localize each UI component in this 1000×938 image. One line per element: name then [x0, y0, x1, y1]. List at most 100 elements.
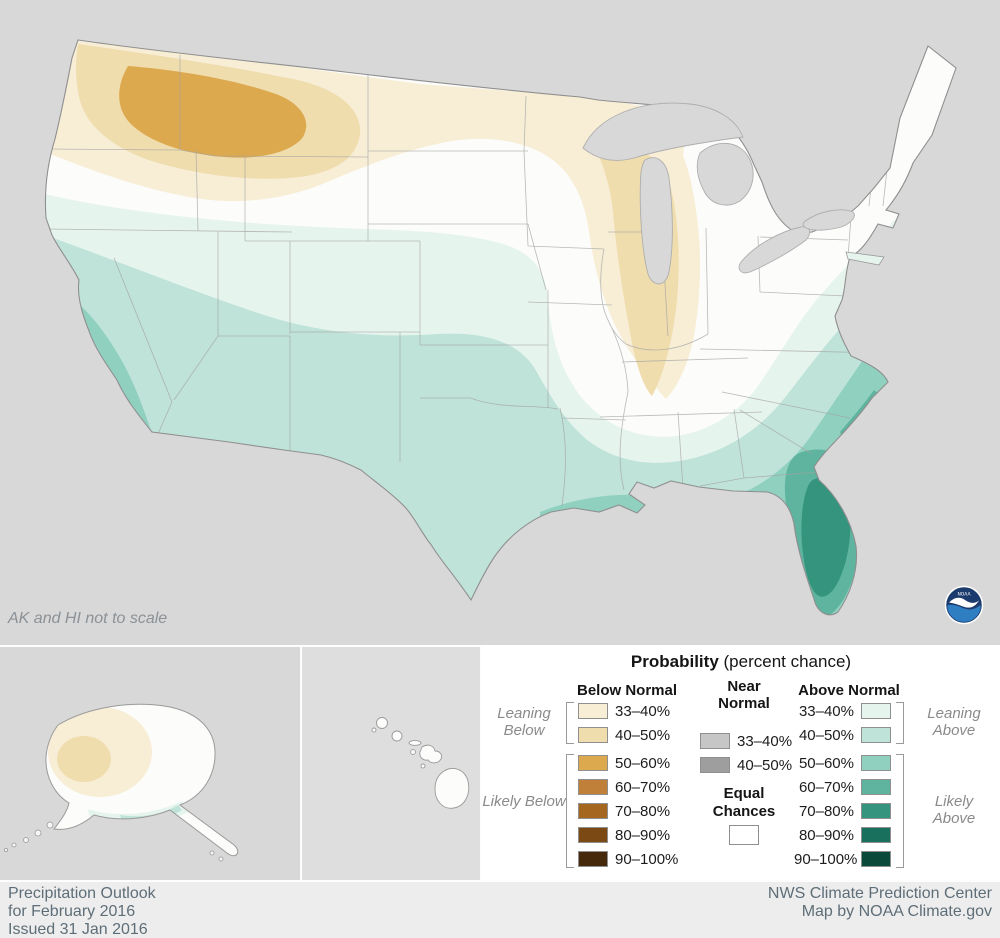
near-normal-header: Near Normal	[718, 678, 770, 712]
below-swatch-70-80	[578, 803, 608, 819]
great-lakes	[582, 102, 855, 285]
below-label-80-90: 80–90%	[615, 826, 671, 844]
below-swatch-90-100	[578, 851, 608, 867]
legend-row: 70–80%	[578, 801, 678, 821]
hawaii-map	[371, 717, 470, 809]
near-swatch-40-50	[700, 757, 730, 773]
footer-credit-2: Map by NOAA Climate.gov	[801, 903, 992, 920]
footer-line-1: Precipitation Outlook	[8, 885, 156, 902]
leaning-above-group: 33–40% 40–50%	[794, 701, 891, 745]
below-swatch-60-70	[578, 779, 608, 795]
footer-credit-1: NWS Climate Prediction Center	[767, 885, 992, 902]
above-label-50-60: 50–60%	[798, 754, 854, 772]
below-swatch-33-40	[578, 703, 608, 719]
legend-row: 50–60%	[794, 753, 891, 773]
footer: Precipitation Outlook for February 2016 …	[0, 880, 1000, 938]
above-normal-column: 33–40% 40–50% 50–60% 60–70% 70	[794, 701, 891, 873]
leaning-below-label: Leaning Below	[497, 705, 551, 739]
island-niihau	[371, 727, 377, 733]
island-molokai	[408, 740, 422, 746]
noaa-logo-text: NOAA	[957, 592, 971, 598]
conus-map-panel: AK and HI not to scale NOAA	[8, 39, 984, 627]
likely-below-group: 50–60% 60–70% 70–80% 80–90% 90–100%	[578, 753, 678, 869]
below-label-90-100: 90–100%	[615, 850, 679, 868]
above-label-80-90: 80–90%	[798, 826, 854, 844]
leaning-above-label: Leaning Above	[927, 705, 981, 739]
equal-chances-swatch	[729, 825, 759, 845]
island-oahu	[391, 730, 403, 742]
noaa-logo-gull	[949, 597, 979, 608]
island-lanai	[410, 749, 416, 755]
near-swatch-33-40	[700, 733, 730, 749]
above-swatch-50-60	[861, 755, 891, 771]
likely-below-label: Likely Below	[482, 793, 566, 810]
noaa-logo: NOAA	[944, 585, 984, 625]
scale-note: AK and HI not to scale	[8, 610, 168, 627]
near-normal-column: 33–40% 40–50%	[700, 731, 792, 779]
above-swatch-90-100	[861, 851, 891, 867]
below-label-70-80: 70–80%	[615, 802, 671, 820]
likely-above-bracket	[896, 754, 904, 868]
island-maui	[419, 744, 443, 764]
legend-row: 40–50%	[700, 755, 792, 775]
alaska-inset-panel	[0, 645, 300, 880]
footer-credit-block: NWS Climate Prediction Center Map by NOA…	[768, 885, 992, 921]
footer-line-3: Issued 31 Jan 2016	[8, 921, 148, 938]
above-swatch-80-90	[861, 827, 891, 843]
above-swatch-60-70	[861, 779, 891, 795]
below-swatch-80-90	[578, 827, 608, 843]
alaska-outline	[45, 703, 239, 857]
likely-below-bracket	[566, 754, 574, 868]
lake-ontario	[802, 209, 855, 231]
legend-row: 60–70%	[794, 777, 891, 797]
above-swatch-33-40	[861, 703, 891, 719]
hawaii-inset-panel	[300, 645, 480, 880]
legend-row: 40–50%	[794, 725, 891, 745]
legend-row: 33–40%	[578, 701, 678, 721]
above-label-90-100: 90–100%	[794, 850, 858, 868]
legend-row: 33–40%	[794, 701, 891, 721]
leaning-below-bracket	[566, 702, 574, 744]
long-island	[845, 251, 885, 266]
alaska-above-40-50-region	[120, 805, 182, 822]
legend-row: 33–40%	[700, 731, 792, 751]
lake-erie	[738, 226, 811, 274]
alaska-map	[4, 703, 239, 862]
legend-row: 70–80%	[794, 801, 891, 821]
island-hawaii	[434, 768, 470, 809]
above-swatch-70-80	[861, 803, 891, 819]
conus-map	[44, 39, 957, 616]
hawaiian-islands	[371, 717, 470, 809]
below-normal-50-60-region	[119, 66, 307, 158]
above-label-70-80: 70–80%	[798, 802, 854, 820]
below-label-33-40: 33–40%	[615, 702, 671, 720]
lake-huron	[696, 142, 754, 206]
island-kauai	[376, 717, 388, 729]
us-outline	[44, 39, 957, 616]
near-label-33-40: 33–40%	[737, 732, 793, 750]
legend-title-suffix: (percent chance)	[718, 652, 852, 671]
lake-michigan	[639, 157, 673, 285]
footer-title-block: Precipitation Outlook for February 2016 …	[8, 885, 156, 938]
above-normal-70-80-region	[801, 477, 851, 597]
below-label-50-60: 50–60%	[615, 754, 671, 772]
noaa-logo-ocean	[947, 604, 981, 622]
legend-title-bold: Probability	[630, 652, 719, 671]
legend-row: 40–50%	[578, 725, 678, 745]
below-swatch-40-50	[578, 727, 608, 743]
island-kahoolawe	[420, 763, 426, 769]
equal-chances-label: Equal Chances	[712, 785, 776, 820]
leaning-above-bracket	[896, 702, 904, 744]
lake-superior	[582, 102, 744, 161]
below-label-60-70: 60–70%	[615, 778, 671, 796]
above-swatch-40-50	[861, 727, 891, 743]
below-label-40-50: 40–50%	[615, 726, 671, 744]
alaska-below-40-50-region	[57, 736, 111, 782]
legend-row: 60–70%	[578, 777, 678, 797]
legend-row: 90–100%	[794, 849, 891, 869]
state-borders	[45, 55, 891, 507]
likely-above-group: 50–60% 60–70% 70–80% 80–90% 90–100%	[794, 753, 891, 869]
near-label-40-50: 40–50%	[737, 756, 793, 774]
legend-row: 80–90%	[578, 825, 678, 845]
